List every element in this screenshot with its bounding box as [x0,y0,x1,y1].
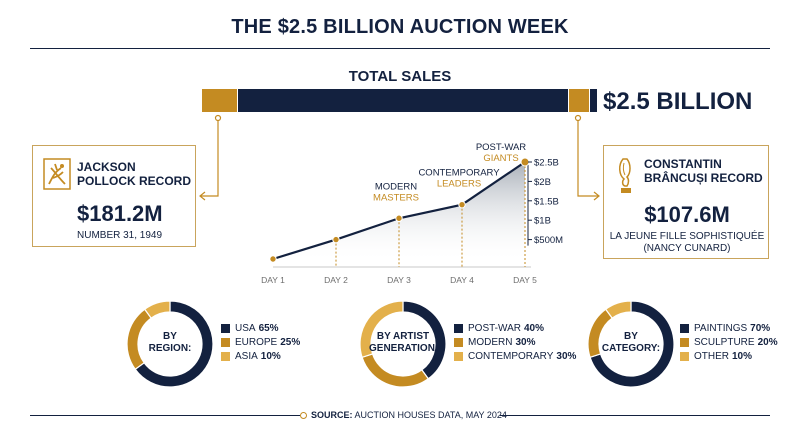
source-dot-icon [300,412,307,419]
legend-swatch [680,352,689,361]
donut-center-label: BY ARTIST GENERATION: [369,331,439,355]
donut-slice-asia [143,300,171,319]
legend-value: 40% [523,323,544,334]
legend-value: 25% [280,337,301,348]
line-chart-x-tick-label: DAY 4 [450,275,474,285]
line-chart-x-tick-label: DAY 3 [387,275,411,285]
legend-swatch [680,338,689,347]
donut-legend-item: POST-WAR 40% [454,323,544,334]
legend-value: 70% [750,323,771,334]
legend-category: MODERN [468,337,513,348]
donut-legend-item: EUROPE 25% [221,337,300,348]
donut-center-label: BY CATEGORY: [597,331,665,355]
source-text: AUCTION HOUSES DATA, MAY 2024 [354,410,507,420]
title-divider [30,48,770,49]
legend-swatch [454,324,463,333]
brancusi-record-name: CONSTANTIN BRÂNCUȘI RECORD [644,157,763,185]
line-chart-point [332,235,340,244]
line-chart-point [395,214,403,222]
legend-value: 65% [258,323,279,334]
legend-category: ASIA [235,351,258,362]
line-chart-y-tick-label: $1.5B [534,196,559,207]
line-chart-y-tick-label: $1B [534,216,551,227]
total-sales-value: $2.5 BILLION [603,88,753,115]
footer-divider-left [30,415,300,416]
legend-category: CONTEMPORARY [468,351,554,362]
line-chart-annotation-subtitle: GIANTS [483,153,518,164]
pollock-record-name: JACKSON POLLOCK RECORD [77,160,191,188]
line-chart-annotation-title: CONTEMPORARY [418,168,500,179]
line-chart-point [458,200,466,209]
brancusi-record-work: LA JEUNE FILLE SOPHISTIQUÉE (NANCY CUNAR… [604,231,770,255]
legend-category: POST-WAR [468,323,521,334]
legend-value: 20% [757,337,778,348]
line-chart-y-tick-label: $2.5B [534,158,559,169]
pollock-painter-icon [43,158,71,190]
donut-slice-modern [361,353,430,388]
source-label: SOURCE: [311,410,353,420]
legend-value: 10% [260,351,281,362]
donut-center-line1: BY [624,331,638,342]
line-chart-point [269,255,277,263]
line-chart-x-tick-label: DAY 1 [261,275,285,285]
total-sales-label: TOTAL SALES [348,68,452,85]
legend-value: 30% [515,337,536,348]
line-chart-y-tick-label: $500M [534,235,563,246]
donut-center-line1: BY [163,331,177,342]
brancusi-record-price: $107.6M [644,202,730,227]
legend-swatch [454,352,463,361]
donut-legend-item: OTHER 10% [680,351,752,362]
line-chart-y-tick-label: $2B [534,177,551,188]
legend-category: EUROPE [235,337,278,348]
donut-slice-paintings [589,300,675,388]
donut-center-label: BY REGION: [136,331,204,355]
donut-center-line2: REGION: [148,343,192,354]
brancusi-record-card: CONSTANTIN BRÂNCUȘI RECORD $107.6M LA JE… [603,145,769,259]
footer-divider-right [500,415,770,416]
donut-slice-contemporary [359,300,404,359]
legend-swatch [221,352,230,361]
source-footer: SOURCE: AUCTION HOUSES DATA, MAY 2024 [300,410,507,420]
donut-legend-item: MODERN 30% [454,337,535,348]
pollock-record-price: $181.2M [77,201,163,226]
pollock-record-card: JACKSON POLLOCK RECORD $181.2M NUMBER 31… [32,145,196,247]
legend-swatch [221,338,230,347]
brancusi-sculpture-icon [619,158,631,193]
legend-swatch [221,324,230,333]
line-chart-annotation-subtitle: LEADERS [437,179,481,190]
brancusi-record-work-line2: (NANCY CUNARD) [643,243,731,254]
legend-category: OTHER [694,351,729,362]
donut-legend-item: CONTEMPORARY 30% [454,351,576,362]
legend-swatch [454,338,463,347]
line-chart-x-tick-label: DAY 2 [324,275,348,285]
donut-legend-item: USA 65% [221,323,279,334]
donut-center-line2: CATEGORY: [601,343,661,354]
legend-category: SCULPTURE [694,337,755,348]
donut-slice-usa [134,300,214,388]
line-chart-area-fill [273,162,525,259]
donut-legend-item: ASIA 10% [221,351,281,362]
legend-value: 30% [556,351,577,362]
brancusi-record-work-line1: LA JEUNE FILLE SOPHISTIQUÉE [609,231,765,242]
legend-value: 10% [732,351,753,362]
line-chart-annotation-title: MODERN [375,181,417,192]
donut-legend-item: SCULPTURE 20% [680,337,778,348]
page-title: THE $2.5 BILLION AUCTION WEEK [231,16,569,38]
donut-center-line2: GENERATION: [369,343,439,354]
legend-category: USA [235,323,256,334]
pollock-record-work: NUMBER 31, 1949 [77,230,163,241]
donut-legend-item: PAINTINGS 70% [680,323,770,334]
line-chart-x-tick-label: DAY 5 [513,275,537,285]
line-chart-annotation-title: POST-WAR [476,142,526,153]
line-chart-annotation-subtitle: MASTERS [373,192,419,203]
legend-category: PAINTINGS [694,323,748,334]
donut-slice-other [604,300,632,319]
donut-center-line1: BY ARTIST [376,331,430,342]
legend-swatch [680,324,689,333]
